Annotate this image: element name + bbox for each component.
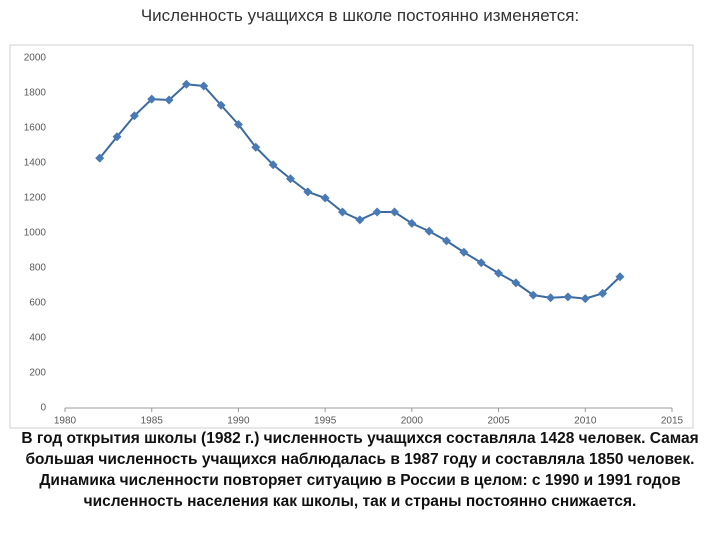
marker <box>528 290 538 300</box>
caption: В год открытия школы (1982 г.) численнос… <box>21 430 699 510</box>
marker <box>303 187 313 197</box>
y-tick-label: 400 <box>29 333 46 344</box>
marker <box>355 215 365 225</box>
y-tick-label: 2000 <box>24 53 47 64</box>
x-tick-label: 1995 <box>314 416 337 427</box>
y-tick-label: 1200 <box>24 193 47 204</box>
y-tick-label: 800 <box>29 263 46 274</box>
marker <box>216 100 226 110</box>
marker <box>285 174 295 184</box>
marker <box>147 94 157 104</box>
y-tick-label: 0 <box>40 403 46 414</box>
marker <box>112 132 122 142</box>
marker <box>372 207 382 217</box>
y-tick-label: 600 <box>29 298 46 309</box>
x-tick-label: 1985 <box>141 416 164 427</box>
marker <box>199 81 209 91</box>
chart-frame <box>9 44 694 429</box>
marker <box>95 153 105 163</box>
x-tick-label: 1980 <box>54 416 77 427</box>
marker <box>320 193 330 203</box>
marker <box>181 79 191 89</box>
marker <box>563 292 573 302</box>
x-tick-label: 1990 <box>227 416 250 427</box>
marker <box>442 236 452 246</box>
marker <box>615 272 625 282</box>
marker <box>459 247 469 257</box>
marker <box>233 120 243 129</box>
marker <box>511 278 521 288</box>
marker <box>476 258 486 268</box>
y-tick-label: 1600 <box>24 123 47 134</box>
marker <box>129 111 139 121</box>
y-tick-label: 200 <box>29 368 46 379</box>
marker <box>268 160 278 170</box>
marker <box>580 294 590 304</box>
marker <box>598 288 608 298</box>
x-tick-label: 2000 <box>401 416 424 427</box>
series-line <box>98 83 621 300</box>
marker <box>390 207 400 217</box>
marker <box>164 95 174 105</box>
marker <box>424 226 434 236</box>
marker <box>546 293 556 303</box>
y-tick-label: 1400 <box>24 158 47 169</box>
marker <box>494 268 504 278</box>
y-tick-label: 1800 <box>24 88 47 99</box>
x-tick-label: 2005 <box>487 416 510 427</box>
marker <box>407 218 417 228</box>
marker <box>337 207 347 217</box>
slide-title: Численность учащихся в школе постоянно и… <box>140 6 580 25</box>
x-tick-label: 2010 <box>574 416 597 427</box>
x-tick-label: 2015 <box>661 416 684 427</box>
marker <box>251 142 261 152</box>
y-tick-label: 1000 <box>24 228 47 239</box>
